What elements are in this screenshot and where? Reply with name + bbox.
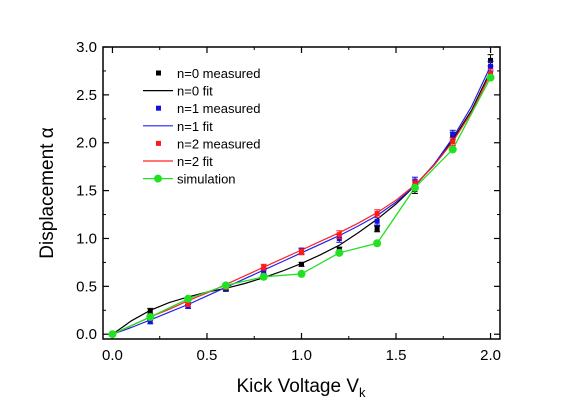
legend-label: n=1 fit bbox=[177, 119, 213, 134]
data-point-2 bbox=[261, 268, 267, 274]
legend: n=0 measured n=0 fit n=1 measured n=1 fit n=… bbox=[143, 66, 260, 187]
data-point-0 bbox=[374, 226, 380, 232]
series-line-1 bbox=[112, 70, 492, 335]
data-point-simulation bbox=[108, 330, 117, 339]
legend-item: simulation bbox=[143, 172, 236, 187]
data-point-2 bbox=[147, 319, 153, 325]
y-axis-ticks: 0.0 0.5 1.0 1.5 2.0 2.5 3.0 bbox=[76, 39, 500, 343]
y-tick-label: 1.0 bbox=[76, 230, 97, 247]
legend-marker bbox=[156, 70, 161, 76]
series-line-6 bbox=[112, 77, 492, 335]
data-point-4 bbox=[261, 264, 267, 270]
legend-label: n=0 fit bbox=[177, 84, 213, 99]
legend-label: n=1 measured bbox=[177, 101, 260, 116]
y-axis-title: Displacement α bbox=[37, 127, 58, 258]
x-tick-label: 0.5 bbox=[197, 347, 218, 364]
x-tick-label: 0.0 bbox=[102, 347, 123, 364]
legend-item: n=1 fit bbox=[143, 119, 213, 134]
data-point-simulation bbox=[146, 312, 155, 321]
data-point-2 bbox=[488, 63, 494, 69]
legend-label: n=2 fit bbox=[177, 154, 213, 169]
legend-marker bbox=[154, 174, 162, 183]
data-point-simulation bbox=[297, 269, 306, 278]
plot-area: 0.0 0.5 1.0 1.5 2.0 0.0 0.5 1.0 1.5 2.0 2.5 3.0 bbox=[76, 39, 501, 364]
data-point-simulation bbox=[335, 248, 344, 257]
legend-item: n=0 measured bbox=[156, 66, 260, 81]
data-point-simulation bbox=[410, 183, 419, 192]
legend-label: n=0 measured bbox=[177, 66, 260, 81]
series-layer bbox=[108, 54, 495, 339]
x-axis-title-main: Kick Voltage V bbox=[236, 376, 359, 397]
legend-item: n=0 fit bbox=[143, 84, 213, 99]
data-point-2 bbox=[374, 218, 380, 224]
data-point-4 bbox=[450, 139, 456, 145]
data-point-simulation bbox=[448, 145, 457, 154]
y-tick-label: 2.5 bbox=[76, 87, 97, 104]
x-axis-title: Kick Voltage Vk bbox=[236, 376, 366, 400]
data-point-simulation bbox=[184, 294, 193, 303]
x-tick-label: 2.0 bbox=[480, 347, 501, 364]
legend-label: simulation bbox=[177, 172, 236, 187]
data-point-4 bbox=[185, 302, 191, 308]
data-point-4 bbox=[336, 232, 342, 238]
y-tick-label: 2.0 bbox=[76, 135, 97, 152]
data-point-4 bbox=[374, 211, 380, 217]
y-tick-label: 3.0 bbox=[76, 39, 97, 56]
x-axis-ticks: 0.0 0.5 1.0 1.5 2.0 bbox=[102, 47, 501, 364]
series-line-5 bbox=[112, 73, 492, 335]
y-tick-label: 0.5 bbox=[76, 278, 97, 295]
y-tick-label: 1.5 bbox=[76, 183, 97, 200]
data-point-simulation bbox=[221, 281, 230, 290]
legend-item: n=1 measured bbox=[156, 101, 260, 116]
legend-item: n=2 fit bbox=[143, 154, 213, 169]
legend-item: n=2 measured bbox=[156, 136, 260, 151]
data-point-0 bbox=[147, 308, 153, 314]
data-point-simulation bbox=[486, 73, 495, 82]
series-line-3 bbox=[112, 65, 492, 335]
data-point-simulation bbox=[373, 239, 382, 248]
data-point-simulation bbox=[259, 272, 268, 281]
legend-marker bbox=[156, 140, 161, 146]
x-axis-title-subscript: k bbox=[359, 385, 366, 400]
y-tick-label: 0.0 bbox=[76, 326, 97, 343]
data-point-0 bbox=[488, 57, 494, 63]
legend-marker bbox=[156, 105, 161, 111]
data-point-0 bbox=[299, 261, 304, 267]
data-point-4 bbox=[299, 249, 304, 255]
data-point-2 bbox=[450, 131, 456, 137]
x-tick-label: 1.0 bbox=[291, 347, 312, 364]
x-tick-label: 1.5 bbox=[386, 347, 407, 364]
legend-label: n=2 measured bbox=[177, 136, 260, 151]
